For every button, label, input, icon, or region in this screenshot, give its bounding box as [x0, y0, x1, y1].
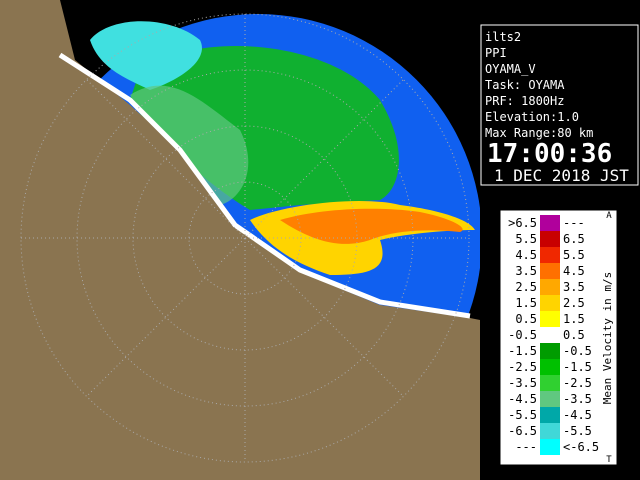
legend-left: >6.5: [508, 216, 537, 230]
info-line: Task: OYAMA: [485, 78, 565, 92]
legend-right: 6.5: [563, 232, 585, 246]
legend-left: -0.5: [508, 328, 537, 342]
legend-left: 0.5: [515, 312, 537, 326]
time: 17:00:36: [487, 139, 612, 169]
legend-right: -4.5: [563, 408, 592, 422]
legend-right: 3.5: [563, 280, 585, 294]
info-border: [480, 24, 639, 186]
legend-left: 1.5: [515, 296, 537, 310]
legend-swatch: [540, 263, 560, 279]
info-panel: ilts2 PPI OYAMA_V Task: OYAMA PRF: 1800Hz Ele…: [480, 24, 639, 186]
legend-left: -5.5: [508, 408, 537, 422]
legend-left: 5.5: [515, 232, 537, 246]
echo-cyan: [90, 21, 202, 90]
legend-right: -2.5: [563, 376, 592, 390]
info-line: Max Range:80 km: [485, 126, 593, 140]
legend-right: -5.5: [563, 424, 592, 438]
legend-bottom-mark: T: [606, 455, 612, 465]
legend-swatch: [540, 423, 560, 439]
legend-right: -0.5: [563, 344, 592, 358]
legend-right: -3.5: [563, 392, 592, 406]
info-line: PPI: [485, 46, 507, 60]
legend-swatch: [540, 407, 560, 423]
legend-swatch: [540, 327, 560, 343]
map: [0, 0, 480, 480]
legend-swatch: [540, 359, 560, 375]
legend-right: 0.5: [563, 328, 585, 342]
legend-right: <-6.5: [563, 440, 599, 454]
legend-left: 3.5: [515, 264, 537, 278]
date: 1 DEC 2018 JST: [494, 166, 629, 185]
legend-left: 4.5: [515, 248, 537, 262]
legend-right: 2.5: [563, 296, 585, 310]
legend-swatch: [540, 279, 560, 295]
legend-top-mark: A: [606, 211, 612, 221]
legend-left: -3.5: [508, 376, 537, 390]
echo-weak: [130, 85, 249, 205]
legend-swatch: [540, 439, 560, 455]
legend-left: -6.5: [508, 424, 537, 438]
legend-right: -1.5: [563, 360, 592, 374]
legend-title: Mean Velocity in m/s: [601, 272, 614, 404]
legend-swatch: [540, 311, 560, 327]
info-line: PRF: 1800Hz: [485, 94, 564, 108]
legend-left: -4.5: [508, 392, 537, 406]
legend-swatch: [540, 231, 560, 247]
legend-right: 4.5: [563, 264, 585, 278]
info-line: Elevation:1.0: [485, 110, 579, 124]
legend-left: -1.5: [508, 344, 537, 358]
info-line: OYAMA_V: [485, 62, 536, 76]
range-rings: [20, 13, 470, 463]
legend-swatch: [540, 215, 560, 231]
legend: >6.5 --- 5.5 6.5 4.5 5.5 3.5 4.5 2.5 3.5 1.5 2.5 0.5…: [499, 209, 618, 466]
legend-swatch: [540, 391, 560, 407]
legend-right: 1.5: [563, 312, 585, 326]
legend-left: 2.5: [515, 280, 537, 294]
legend-swatch: [540, 247, 560, 263]
echo-strong: [280, 208, 463, 244]
coast-clutter: [58, 52, 471, 319]
legend-swatch: [540, 295, 560, 311]
info-line: ilts2: [485, 30, 521, 44]
legend-swatch: [540, 375, 560, 391]
legend-left: -2.5: [508, 360, 537, 374]
legend-left: ---: [515, 440, 537, 454]
legend-right: ---: [563, 216, 585, 230]
legend-right: 5.5: [563, 248, 585, 262]
legend-swatch: [540, 343, 560, 359]
